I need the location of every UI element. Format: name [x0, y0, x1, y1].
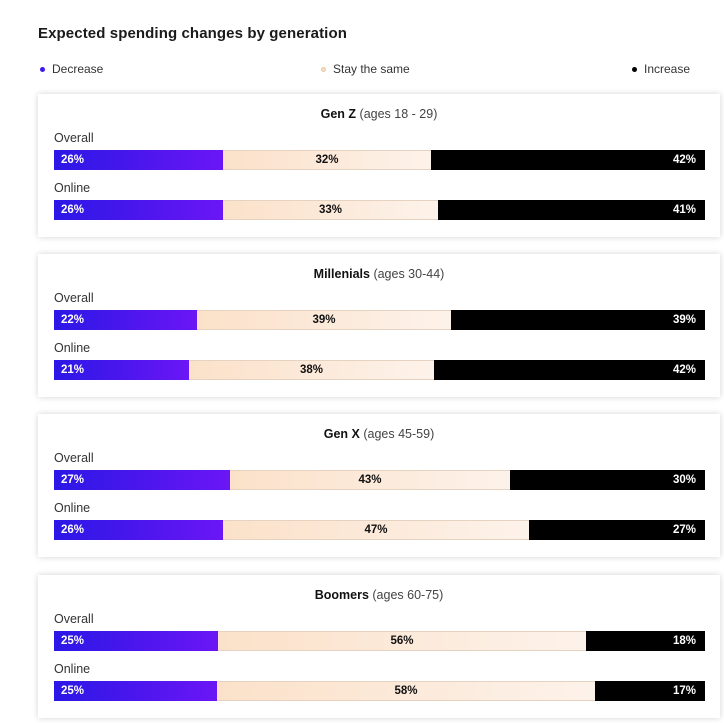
same-segment: 39%: [197, 310, 451, 330]
decrease-segment: 26%: [54, 520, 223, 540]
segment-value-label: 21%: [61, 364, 85, 376]
row-label: Overall: [54, 612, 94, 626]
segment-value-label: 58%: [394, 685, 418, 697]
generation-ages: (ages 18 - 29): [359, 107, 438, 121]
segment-value-label: 39%: [672, 314, 696, 326]
segment-value-label: 42%: [672, 154, 696, 166]
generation-card: Gen Z (ages 18 - 29) Overall 26% 32% 42% Onli…: [38, 94, 720, 237]
segment-value-label: 56%: [390, 635, 414, 647]
decrease-segment: 26%: [54, 150, 223, 170]
generation-card: Millenials (ages 30-44) Overall 22% 39% 39% O…: [38, 254, 720, 397]
segment-value-label: 26%: [61, 204, 85, 216]
decrease-segment: 22%: [54, 310, 197, 330]
legend-decrease: Decrease: [40, 62, 103, 76]
row-label: Overall: [54, 131, 94, 145]
segment-value-label: 27%: [672, 524, 696, 536]
decrease-segment: 26%: [54, 200, 223, 220]
same-segment: 43%: [230, 470, 510, 490]
card-title: Millenials (ages 30-44): [38, 267, 720, 281]
increase-dot-icon: [632, 66, 637, 72]
increase-segment: 27%: [529, 520, 705, 540]
increase-segment: 39%: [451, 310, 705, 330]
increase-segment: 30%: [510, 470, 705, 490]
generation-card: Boomers (ages 60-75) Overall 25% 56% 18% Onli…: [38, 575, 720, 718]
stacked-bar: 21% 38% 42%: [54, 360, 705, 380]
segment-value-label: 41%: [672, 204, 696, 216]
increase-segment: 17%: [595, 681, 705, 701]
card-title: Gen X (ages 45-59): [38, 427, 720, 441]
stacked-bar: 22% 39% 39%: [54, 310, 705, 330]
stacked-bar: 26% 47% 27%: [54, 520, 705, 540]
row-label: Online: [54, 181, 91, 195]
increase-segment: 42%: [431, 150, 705, 170]
increase-segment: 18%: [586, 631, 705, 651]
decrease-segment: 25%: [54, 631, 218, 651]
decrease-segment: 21%: [54, 360, 189, 380]
decrease-segment: 25%: [54, 681, 217, 701]
stacked-bar: 26% 33% 41%: [54, 200, 705, 220]
segment-value-label: 26%: [61, 524, 85, 536]
row-label: Online: [54, 662, 91, 676]
segment-value-label: 38%: [299, 364, 324, 376]
generation-name: Gen X: [323, 427, 360, 441]
stacked-bar: 25% 58% 17%: [54, 681, 705, 701]
same-segment: 56%: [218, 631, 586, 651]
same-segment: 32%: [223, 150, 431, 170]
generation-card: Gen X (ages 45-59) Overall 27% 43% 30% Online…: [38, 414, 720, 557]
segment-value-label: 25%: [61, 685, 85, 697]
segment-value-label: 32%: [315, 154, 339, 166]
stacked-bar: 26% 32% 42%: [54, 150, 705, 170]
generation-name: Gen Z: [320, 107, 357, 121]
same-segment: 33%: [223, 200, 438, 220]
chart-title: Expected spending changes by generation: [38, 25, 347, 42]
increase-segment: 42%: [434, 360, 705, 380]
generation-name: Millenials: [313, 267, 370, 281]
segment-value-label: 22%: [61, 314, 85, 326]
decrease-dot-icon: [40, 66, 45, 72]
segment-value-label: 39%: [312, 314, 336, 326]
generation-ages: (ages 45-59): [363, 427, 435, 441]
same-dot-icon: [321, 66, 326, 72]
increase-segment: 41%: [438, 200, 705, 220]
segment-value-label: 18%: [672, 635, 696, 647]
legend-same: Stay the same: [321, 62, 410, 76]
segment-value-label: 27%: [61, 474, 85, 486]
decrease-segment: 27%: [54, 470, 230, 490]
segment-value-label: 47%: [364, 524, 388, 536]
generation-ages: (ages 30-44): [373, 267, 445, 281]
legend-increase-label: Increase: [644, 62, 691, 76]
card-title: Boomers (ages 60-75): [38, 588, 720, 602]
segment-value-label: 43%: [358, 474, 382, 486]
generation-name: Boomers: [314, 588, 369, 602]
segment-value-label: 17%: [672, 685, 696, 697]
row-label: Overall: [54, 451, 94, 465]
same-segment: 58%: [217, 681, 595, 701]
segment-value-label: 30%: [672, 474, 696, 486]
segment-value-label: 42%: [672, 364, 696, 376]
row-label: Online: [54, 341, 91, 355]
legend-increase: Increase: [632, 62, 690, 76]
stacked-bar: 25% 56% 18%: [54, 631, 705, 651]
row-label: Online: [54, 501, 91, 515]
segment-value-label: 26%: [61, 154, 85, 166]
stacked-bar: 27% 43% 30%: [54, 470, 705, 490]
segment-value-label: 25%: [61, 635, 85, 647]
segment-value-label: 33%: [318, 204, 343, 216]
generation-ages: (ages 60-75): [372, 588, 444, 602]
legend-decrease-label: Decrease: [52, 62, 104, 76]
legend-same-label: Stay the same: [333, 62, 410, 76]
same-segment: 47%: [223, 520, 529, 540]
card-title: Gen Z (ages 18 - 29): [38, 107, 720, 121]
same-segment: 38%: [189, 360, 434, 380]
row-label: Overall: [54, 291, 94, 305]
